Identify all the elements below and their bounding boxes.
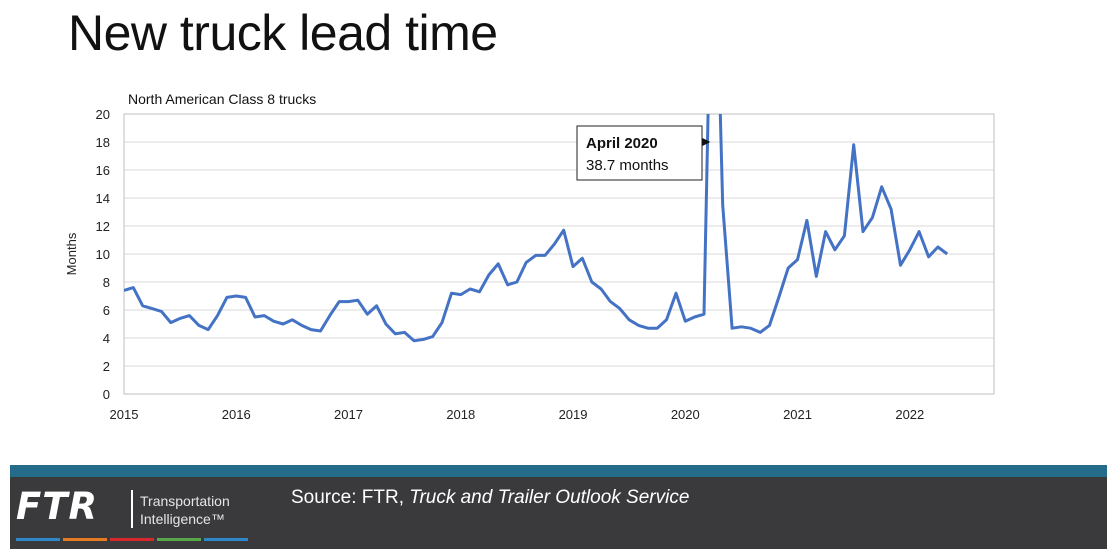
series-line bbox=[124, 114, 949, 343]
logo-tagline: Transportation Intelligence™ bbox=[140, 492, 230, 528]
logo-tagline-line1: Transportation bbox=[140, 493, 230, 509]
y-tick-label: 14 bbox=[96, 191, 110, 206]
y-tick-label: 20 bbox=[96, 107, 110, 122]
annotation-value: 38.7 months bbox=[586, 157, 669, 174]
footer-bar bbox=[10, 465, 1107, 549]
y-tick-label: 6 bbox=[103, 303, 110, 318]
y-tick-label: 12 bbox=[96, 219, 110, 234]
y-axis-label: Months bbox=[64, 232, 79, 275]
annotation-arrow-head bbox=[702, 138, 711, 146]
source-prefix: Source: FTR, bbox=[291, 487, 410, 508]
logo-divider bbox=[131, 490, 133, 528]
x-tick-label: 2017 bbox=[334, 407, 363, 422]
x-tick-label: 2018 bbox=[446, 407, 475, 422]
x-tick-label: 2021 bbox=[783, 407, 812, 422]
logo-strip-segment bbox=[16, 538, 60, 541]
y-tick-label: 18 bbox=[96, 135, 110, 150]
chart-subtitle: North American Class 8 trucks bbox=[128, 91, 316, 107]
slide-title: New truck lead time bbox=[68, 5, 498, 61]
y-tick-label: 0 bbox=[103, 387, 110, 402]
x-tick-label: 2022 bbox=[895, 407, 924, 422]
x-tick-label: 2019 bbox=[559, 407, 588, 422]
y-tick-label: 10 bbox=[96, 247, 110, 262]
y-tick-label: 8 bbox=[103, 275, 110, 290]
logo-tagline-line2: Intelligence™ bbox=[140, 511, 225, 527]
annotation-title: April 2020 bbox=[586, 135, 658, 152]
y-tick-label: 4 bbox=[103, 331, 110, 346]
logo-strip-segment bbox=[110, 538, 154, 541]
x-tick-label: 2015 bbox=[110, 407, 139, 422]
y-tick-label: 2 bbox=[103, 359, 110, 374]
annotation-box bbox=[576, 125, 703, 181]
lead-time-chart: 0 2 4 6 8 10 12 14 16 18 20 2015 2016 2017 2018 2019 202… bbox=[64, 91, 995, 422]
x-tick-label: 2020 bbox=[671, 407, 700, 422]
plot-frame bbox=[123, 113, 995, 395]
ftr-logo: FTR bbox=[16, 485, 99, 528]
logo-strip-segment bbox=[63, 538, 107, 541]
source-citation: Source: FTR, Truck and Trailer Outlook S… bbox=[291, 487, 689, 509]
footer-accent-stripe bbox=[10, 465, 1107, 477]
logo-strip-segment bbox=[204, 538, 248, 541]
source-title: Truck and Trailer Outlook Service bbox=[409, 487, 690, 508]
x-tick-label: 2016 bbox=[222, 407, 251, 422]
y-tick-label: 16 bbox=[96, 163, 110, 178]
logo-strip-segment bbox=[157, 538, 201, 541]
